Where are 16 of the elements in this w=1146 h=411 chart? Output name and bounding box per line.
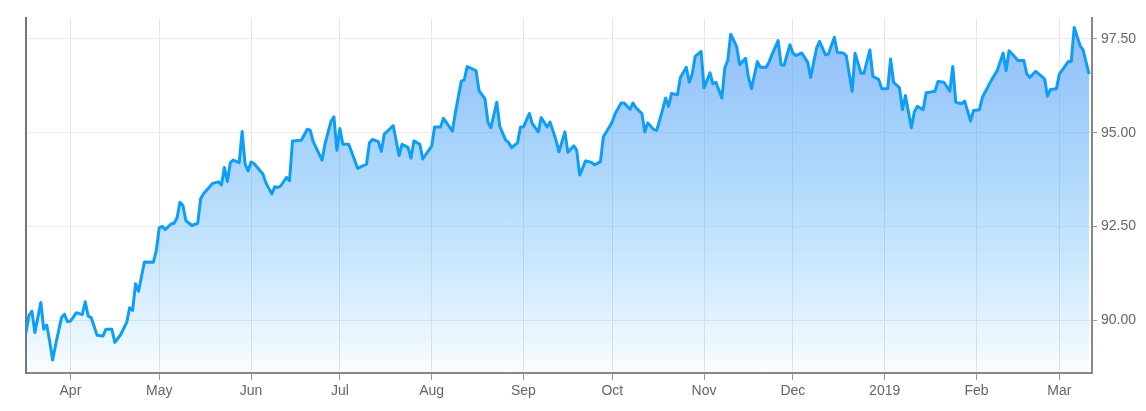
x-tick-label: Dec	[780, 382, 806, 399]
x-tick-label: Oct	[601, 382, 624, 399]
x-tick-label: Feb	[964, 382, 989, 399]
y-tick-label: 97.50	[1100, 29, 1137, 46]
x-tick-label: Mar	[1047, 382, 1072, 399]
x-tick-label: Apr	[59, 382, 82, 399]
x-tick-label: Aug	[419, 382, 445, 399]
x-tick-label: 2019	[869, 382, 901, 399]
y-tick-label: 95.00	[1100, 123, 1137, 140]
x-tick-label: Sep	[510, 382, 537, 399]
x-tick-label: Nov	[691, 382, 717, 399]
y-tick-label: 92.50	[1100, 217, 1137, 234]
x-tick-label: Jul	[330, 382, 349, 399]
x-tick-label: May	[146, 382, 173, 399]
x-tick-label: Jun	[239, 382, 263, 399]
y-tick-label: 90.00	[1100, 311, 1137, 328]
